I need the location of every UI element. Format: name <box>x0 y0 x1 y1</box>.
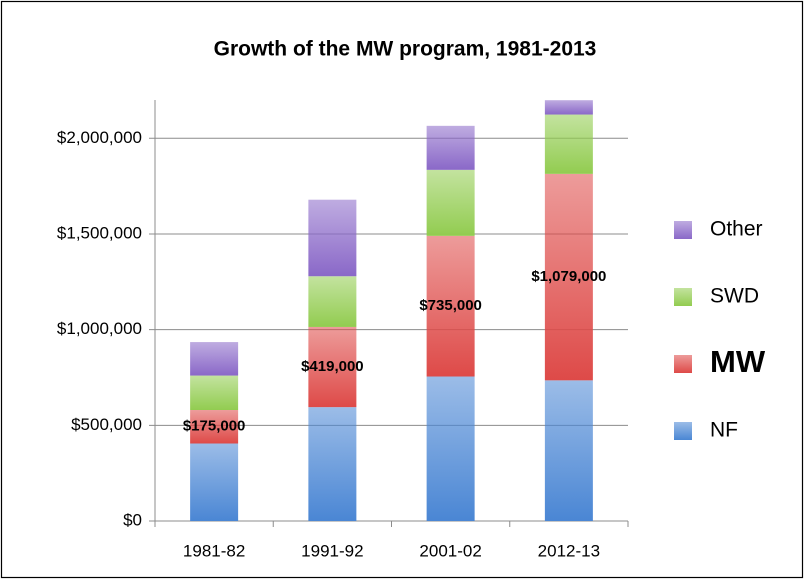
legend-label: MW <box>710 344 766 379</box>
bar-segment <box>426 125 475 170</box>
legend-label: Other <box>710 218 763 241</box>
chart-title: Growth of the MW program, 1981-2013 <box>214 38 597 61</box>
x-tick-label: 1991-92 <box>301 541 363 560</box>
x-tick-label: 2012-13 <box>538 541 600 560</box>
bar-segment <box>190 375 239 411</box>
data-label: $419,000 <box>301 358 364 375</box>
bar-segment <box>544 173 593 381</box>
legend-label: SWD <box>710 285 759 308</box>
x-tick-label: 2001-02 <box>419 541 481 560</box>
bar-segment <box>544 100 593 115</box>
legend-label: NF <box>710 419 738 442</box>
bar-segment <box>308 407 357 521</box>
bar-segment <box>426 169 475 236</box>
x-tick-label: 1981-82 <box>183 541 245 560</box>
y-tick-label: $2,000,000 <box>57 128 142 147</box>
legend-swatch <box>674 221 692 239</box>
bar-segment <box>190 410 239 444</box>
legend-swatch <box>674 288 692 306</box>
data-label: $735,000 <box>419 297 482 314</box>
y-tick-label: $1,500,000 <box>57 223 142 242</box>
bar-segment <box>190 443 239 521</box>
bar-segment <box>308 199 357 277</box>
y-tick-label: $1,000,000 <box>57 319 142 338</box>
bar-segment <box>308 326 357 408</box>
bar-segment <box>190 342 239 376</box>
bar-segment <box>426 235 475 377</box>
bar-segment <box>544 114 593 174</box>
data-label: $175,000 <box>183 418 246 435</box>
bar-segment <box>426 376 475 521</box>
legend-swatch <box>674 355 692 373</box>
bar-segment <box>308 276 357 327</box>
y-tick-label: $0 <box>123 510 142 529</box>
bar-segment <box>544 380 593 521</box>
legend-swatch <box>674 422 692 440</box>
y-tick-label: $500,000 <box>71 415 142 434</box>
data-label: $1,079,000 <box>531 268 606 285</box>
